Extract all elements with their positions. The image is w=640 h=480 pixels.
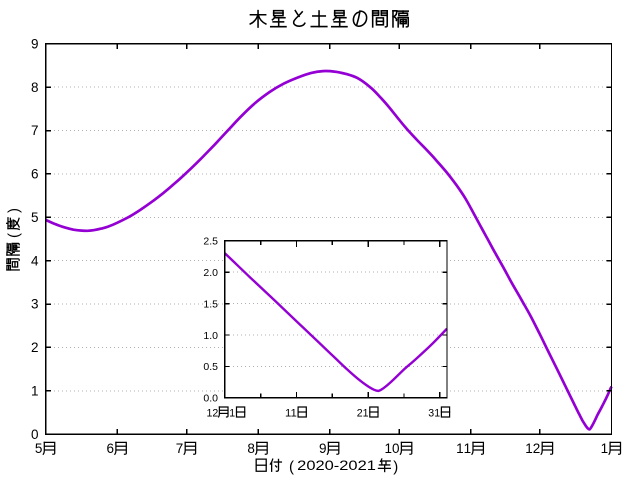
svg-text:): ) [393,458,398,475]
svg-text:1: 1 [601,441,609,456]
svg-text:8: 8 [247,441,255,456]
svg-text:9: 9 [319,441,327,456]
svg-text:7: 7 [176,441,184,456]
svg-text:1.5: 1.5 [203,298,218,310]
svg-text:12: 12 [207,407,219,419]
svg-text:): ) [6,208,23,213]
svg-text:(: ( [6,233,23,238]
svg-text:1.0: 1.0 [203,330,218,342]
svg-text:11: 11 [456,441,471,456]
svg-text:9: 9 [31,36,39,51]
svg-text:5: 5 [31,210,39,225]
svg-text:12: 12 [525,441,540,456]
svg-text:10: 10 [385,441,400,456]
svg-text:8: 8 [31,80,39,95]
svg-text:2.5: 2.5 [203,236,218,248]
svg-text:1: 1 [229,407,235,419]
svg-text:2: 2 [31,340,39,355]
svg-text:1: 1 [31,383,39,398]
svg-text:2.0: 2.0 [203,267,218,279]
svg-text:31: 31 [428,407,440,419]
svg-text:3: 3 [31,297,39,312]
svg-text:11: 11 [285,407,297,419]
svg-text:2020-2021: 2020-2021 [297,458,376,473]
svg-text:5: 5 [35,441,43,456]
svg-text:(: ( [289,458,294,475]
svg-text:0: 0 [31,427,39,442]
svg-text:0.5: 0.5 [203,361,218,373]
svg-text:6: 6 [31,167,39,182]
svg-text:7: 7 [31,123,39,138]
svg-text:0.0: 0.0 [203,393,218,405]
svg-text:4: 4 [31,253,39,268]
svg-text:6: 6 [107,441,115,456]
svg-text:21: 21 [357,407,369,419]
